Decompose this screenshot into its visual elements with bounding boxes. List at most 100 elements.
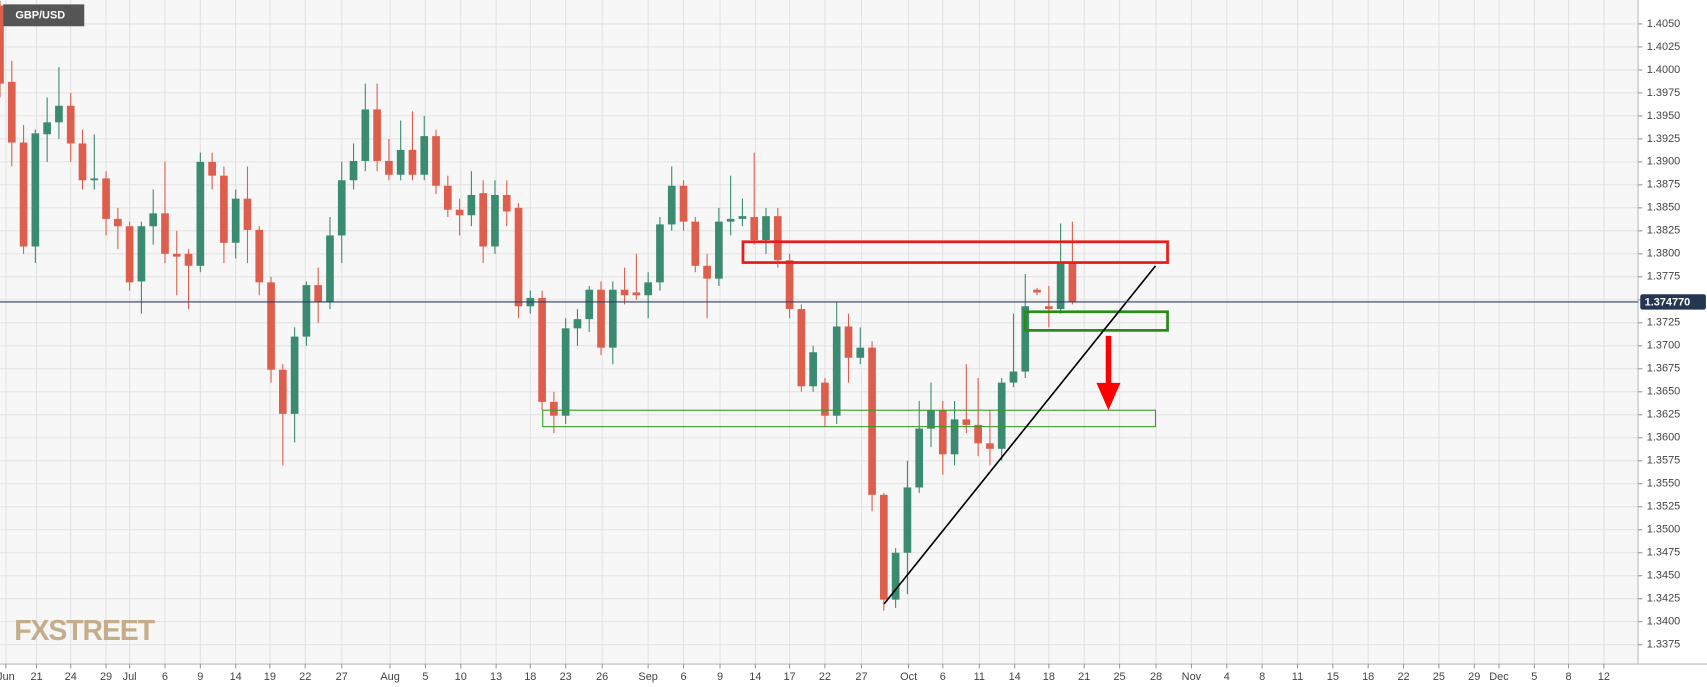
candle-body [7,81,16,143]
x-tick-label: 11 [1292,671,1303,683]
candle-body [856,347,865,358]
candle-body [691,221,700,266]
candle-body [585,289,594,320]
y-tick-label: 1.3825 [1647,225,1680,237]
candle-body [349,160,358,181]
candle-body [620,289,629,296]
x-tick-label: 19 [264,671,276,683]
y-tick-label: 1.4025 [1647,41,1680,53]
candle-body [396,149,405,175]
watermark: FXSTREET [14,615,156,647]
candle-body [797,309,806,387]
candle-body [656,224,664,283]
candle-body [337,180,346,236]
candle-body [66,105,75,144]
candle-body [231,198,240,243]
candle-body [432,136,440,186]
candle-body [880,494,888,600]
candle-body [455,209,464,216]
candle-body [161,213,169,254]
candle-body [420,136,429,175]
candle-body [290,336,299,414]
candle-body [573,319,582,329]
y-tick-label: 1.3850 [1647,202,1680,214]
candle-body [1068,263,1077,302]
x-tick-label: 8 [1565,671,1571,683]
candle-body [1033,289,1041,293]
x-tick-label: 22 [1397,671,1409,683]
y-tick-label: 1.3650 [1647,386,1680,398]
candle-body [738,216,747,219]
x-tick-label: Jul [123,671,137,683]
candle-body [715,221,723,279]
candle-body [361,109,370,161]
grid [0,0,1639,665]
candle-body [0,5,4,84]
candle-body [903,487,912,553]
candle-body [667,185,676,225]
candle-body [114,218,122,227]
x-tick-label: 18 [524,671,536,683]
x-tick-label: 6 [162,671,168,683]
candle-body [125,226,134,283]
y-tick-label: 1.3725 [1647,317,1680,329]
x-tick-label: 13 [490,671,502,683]
candle-body [184,253,193,266]
x-tick-label: 5 [422,671,428,683]
x-tick-label: 24 [65,671,77,683]
chart-title: GBP/USD [15,10,65,22]
x-tick-label: 18 [1043,671,1055,683]
x-tick-label: Nov [1182,671,1202,683]
candle-body [550,401,558,416]
candle-body [844,326,853,358]
candle-body [891,552,900,600]
candle-body [938,410,947,455]
candle-body [491,194,499,247]
x-tick-label: 14 [230,671,242,683]
candle-body [632,292,641,296]
y-tick-label: 1.3550 [1647,478,1680,490]
y-tick-label: 1.3475 [1647,547,1680,559]
candle-body [326,235,334,302]
annotations [542,240,1169,605]
candle-body [385,160,393,175]
x-tick-label: 26 [596,671,608,683]
y-tick-label: 1.3950 [1647,110,1680,122]
y-tick-label: 1.3425 [1647,593,1680,605]
x-tick-label: 25 [1113,671,1125,683]
candle-body [279,369,287,414]
candle-body [243,198,252,230]
x-tick-label: 9 [717,671,723,683]
x-tick-label: Dec [1489,671,1509,683]
x-tick-label: 22 [299,671,311,683]
y-tick-label: 1.3575 [1647,455,1680,467]
x-tick-label: 10 [455,671,467,683]
candle-body [514,207,523,307]
x-tick-label: 25 [1433,671,1445,683]
candle-body [679,185,688,222]
candles [0,0,1077,611]
candle-body [703,265,711,279]
candle-body [502,194,511,212]
title-box [3,4,85,27]
y-tick-label: 1.4050 [1647,18,1680,30]
x-tick-label: Jun [0,671,15,683]
candle-body [467,194,476,216]
candle-body [149,213,158,227]
candle-body [1021,306,1030,372]
candle-body [43,122,51,135]
candle-body [408,149,417,175]
candle-body [102,178,110,219]
x-tick-label: 11 [974,671,985,683]
x-tick-label: 14 [749,671,761,683]
candle-body [962,419,971,425]
x-tick-label: 27 [336,671,348,683]
arrow-head [1096,382,1121,411]
candle-body [302,285,311,337]
x-tick-label: Oct [900,671,917,683]
x-tick-label: 14 [1009,671,1021,683]
candle-body [773,216,782,261]
candle-body [644,282,652,296]
